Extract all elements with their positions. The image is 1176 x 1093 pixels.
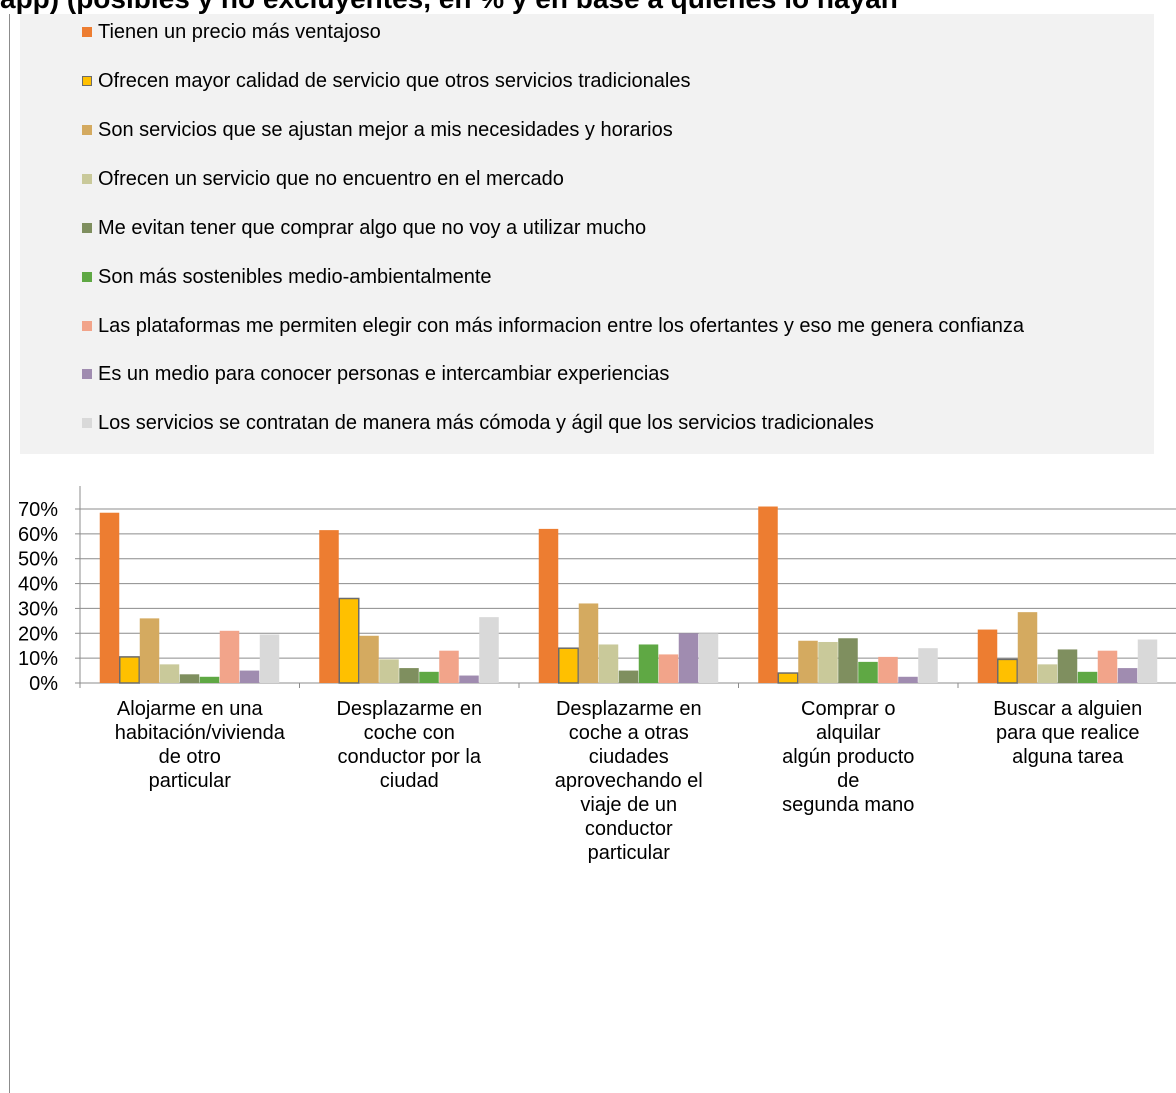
bar	[798, 640, 818, 683]
bar	[918, 648, 938, 683]
bar	[858, 661, 878, 683]
legend-swatch	[82, 174, 92, 184]
legend-label: Tienen un precio más ventajoso	[98, 21, 381, 43]
y-tick-label: 60%	[18, 524, 58, 546]
legend-label: Los servicios se contratan de manera más…	[98, 412, 874, 434]
legend: Tienen un precio más ventajoso Ofrecen ma…	[20, 14, 1154, 454]
bar	[479, 617, 499, 683]
legend-swatch	[82, 223, 92, 233]
bar	[419, 671, 439, 683]
bar	[678, 633, 699, 683]
legend-swatch	[82, 125, 92, 135]
bar	[658, 654, 679, 683]
legend-label: Me evitan tener que comprar algo que no …	[98, 217, 647, 239]
bar	[1137, 639, 1158, 683]
bar	[698, 633, 719, 683]
bar	[578, 603, 599, 683]
bar	[818, 641, 838, 683]
bar	[319, 530, 339, 683]
x-category-label: Desplazarme en coche con conductor por la c…	[336, 698, 483, 792]
legend-swatch	[82, 369, 92, 379]
y-tick-label: 0%	[29, 673, 58, 695]
legend-label: Ofrecen mayor calidad de servicio que ot…	[98, 70, 691, 92]
legend-label: Es un medio para conocer personas e inte…	[98, 363, 670, 385]
bar	[878, 656, 898, 683]
bar	[618, 670, 639, 683]
x-category-label: Comprar o alquilar algún producto de segun…	[782, 698, 915, 816]
bar	[538, 528, 559, 683]
bar	[99, 512, 120, 683]
x-category-label: Alojarme en una habitación/vivienda de otr…	[114, 698, 285, 792]
bar	[1097, 650, 1118, 683]
y-tick-label: 40%	[18, 574, 58, 596]
bar	[399, 668, 419, 683]
bar	[898, 676, 918, 683]
bar	[219, 630, 240, 683]
bar	[838, 638, 858, 683]
chart-title: app) (posibles y no excluyentes, en % y …	[0, 0, 1176, 16]
legend-swatch	[82, 76, 92, 86]
bar	[977, 629, 998, 683]
bar	[459, 675, 479, 683]
bar	[1037, 664, 1058, 683]
legend-swatch	[82, 272, 92, 282]
legend-label: Son más sostenibles medio-ambientalmente	[98, 266, 492, 288]
bar	[1077, 671, 1098, 683]
bar	[239, 670, 260, 683]
legend-label: Ofrecen un servicio que no encuentro en …	[98, 168, 564, 190]
bar	[1017, 612, 1038, 683]
bar	[259, 634, 280, 683]
bar	[379, 659, 399, 683]
x-category-label: Buscar a alguien para que realice alguna t…	[993, 698, 1143, 768]
y-tick-label: 50%	[18, 549, 58, 571]
bar	[159, 664, 180, 683]
bar	[997, 658, 1018, 684]
bar	[338, 597, 360, 684]
legend-label: Las plataformas me permiten elegir con m…	[98, 315, 1025, 337]
legend-swatch	[82, 418, 92, 428]
bar	[1057, 649, 1078, 683]
bar	[758, 506, 778, 683]
bar	[359, 635, 379, 683]
frame-border	[9, 14, 10, 1093]
bar	[179, 674, 200, 683]
bar	[139, 618, 160, 683]
y-tick-label: 20%	[18, 623, 58, 645]
bar	[199, 676, 220, 683]
bar	[777, 672, 799, 684]
y-tick-label: 30%	[18, 598, 58, 620]
y-tick-label: 10%	[18, 648, 58, 670]
bar-chart: 0% 10% 20% 30%40% 50% 60% 70%	[18, 486, 1176, 695]
legend-swatch	[82, 27, 92, 37]
bar	[119, 656, 140, 684]
y-tick-label: 70%	[18, 499, 58, 521]
bar	[638, 644, 659, 683]
legend-label: Son servicios que se ajustan mejor a mis…	[98, 119, 673, 141]
x-category-label: Desplazarme en coche a otras ciudades aprov…	[554, 698, 703, 864]
bar	[439, 650, 459, 683]
bar	[1117, 668, 1138, 683]
bar	[598, 644, 619, 683]
bar	[558, 647, 579, 684]
legend-swatch	[82, 321, 92, 331]
